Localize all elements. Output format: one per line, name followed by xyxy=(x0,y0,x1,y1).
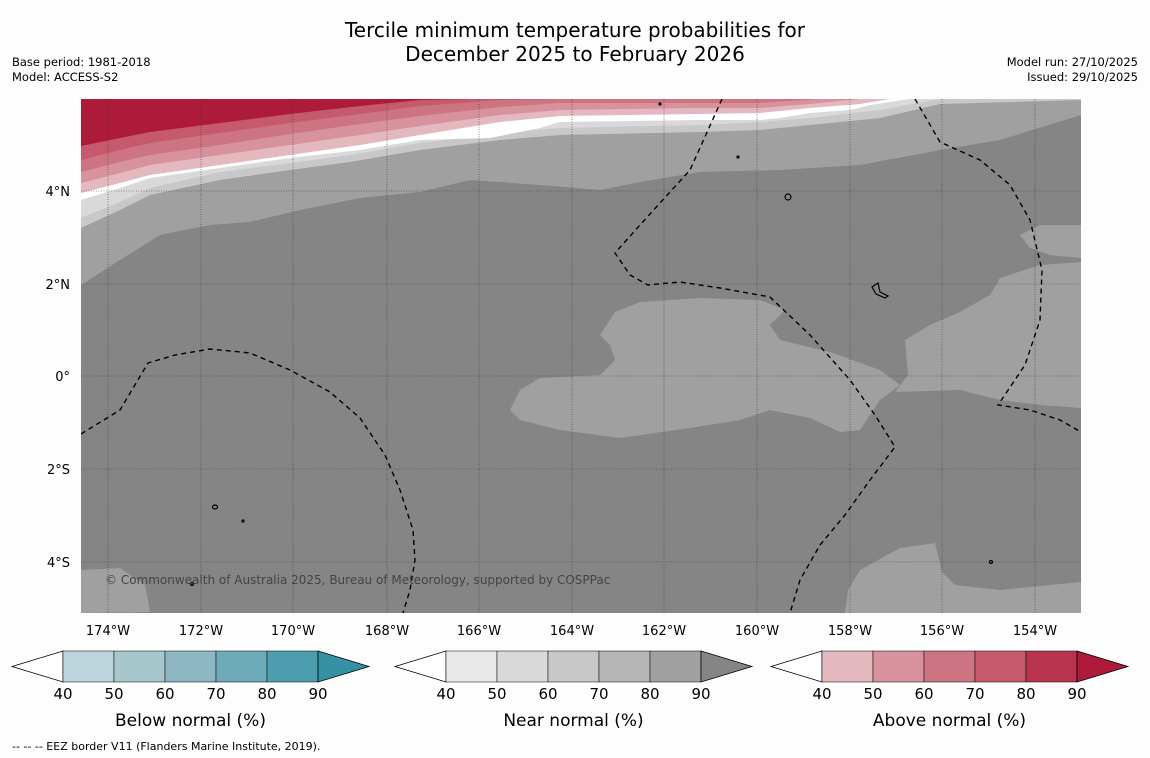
colorbar-segment xyxy=(649,650,702,683)
colorbar-segment xyxy=(598,650,651,683)
lon-label: 162°W xyxy=(642,624,686,639)
colorbar-segment xyxy=(872,650,925,683)
colorbar-segment xyxy=(62,650,115,683)
colorbar-segment xyxy=(164,650,217,683)
colorbar-title: Near normal (%) xyxy=(503,711,643,731)
copyright-text: © Commonwealth of Australia 2025, Bureau… xyxy=(105,573,610,587)
colorbar-segment xyxy=(215,650,268,683)
colorbar-tick-label: 70 xyxy=(589,685,608,703)
lat-axis: 4°N 2°N 0° 2°S 4°S xyxy=(46,185,71,571)
colorbar-left-arrow xyxy=(10,650,64,683)
lat-label: 0° xyxy=(55,370,70,385)
island xyxy=(211,504,219,510)
islands xyxy=(189,102,994,587)
island xyxy=(189,581,195,587)
near-normal-80-region-southeast xyxy=(845,543,1081,613)
island xyxy=(241,519,245,523)
colorbar-tick-label: 40 xyxy=(812,685,831,703)
colorbar-tick-label: 40 xyxy=(53,685,72,703)
colorbar-left-arrow xyxy=(393,650,447,683)
meta-left: Base period: 1981-2018 Model: ACCESS-S2 xyxy=(12,55,151,85)
lon-label: 172°W xyxy=(179,624,223,639)
colorbar-tick-label: 70 xyxy=(206,685,225,703)
eez-border-west xyxy=(81,348,416,613)
colorbar-segment xyxy=(821,650,874,683)
lon-axis: 174°W 172°W 170°W 168°W 166°W 164°W 162°… xyxy=(86,624,1057,639)
eez-borders xyxy=(81,99,1081,613)
colorbars: 40 50 60 70 80 90 Below normal (%) 40 50 60 70 80 90… xyxy=(10,650,1130,731)
eez-border-east xyxy=(914,99,1081,433)
near-normal-80-region-central xyxy=(510,298,900,438)
colorbar-tick-label: 50 xyxy=(863,685,882,703)
base-period: Base period: 1981-2018 xyxy=(12,55,151,69)
colorbar-segment xyxy=(1025,650,1078,683)
colorbar-segment xyxy=(923,650,976,683)
model-run: Model run: 27/10/2025 xyxy=(1006,55,1138,69)
colorbar-left-arrow xyxy=(769,650,823,683)
colorbar-right-arrow xyxy=(700,650,754,683)
colorbar-2: 40 50 60 70 80 90 Above normal (%) xyxy=(769,650,1130,731)
colorbar-tick-label: 60 xyxy=(914,685,933,703)
lon-label: 156°W xyxy=(920,624,964,639)
lon-label: 158°W xyxy=(828,624,872,639)
colorbar-segment xyxy=(266,650,319,683)
title-line-2: December 2025 to February 2026 xyxy=(405,42,745,66)
colorbar-tick-label: 60 xyxy=(538,685,557,703)
colorbar-title: Above normal (%) xyxy=(873,711,1026,731)
above-normal-90-region xyxy=(81,99,470,146)
colorbar-tick-label: 70 xyxy=(965,685,984,703)
issued-date: Issued: 29/10/2025 xyxy=(1027,70,1138,84)
near-normal-80-region-east xyxy=(895,262,1081,408)
island xyxy=(871,282,890,299)
colorbar-1: 40 50 60 70 80 90 Near normal (%) xyxy=(393,650,754,731)
model-name: Model: ACCESS-S2 xyxy=(12,70,119,84)
colorbar-tick-label: 90 xyxy=(691,685,710,703)
lat-label: 4°S xyxy=(47,556,70,571)
colorbar-tick-label: 50 xyxy=(104,685,123,703)
lon-label: 160°W xyxy=(735,624,779,639)
title-line-1: Tercile minimum temperature probabilitie… xyxy=(344,18,806,42)
colorbar-segment xyxy=(113,650,166,683)
graticule xyxy=(81,99,1081,613)
colorbar-segment xyxy=(974,650,1027,683)
colorbar-segment xyxy=(547,650,600,683)
lon-label: 168°W xyxy=(365,624,409,639)
colorbar-right-arrow xyxy=(317,650,371,683)
lon-label: 174°W xyxy=(86,624,130,639)
lat-label: 4°N xyxy=(46,185,71,200)
colorbar-tick-label: 80 xyxy=(640,685,659,703)
eez-footnote: -- -- -- EEZ border V11 (Flanders Marine… xyxy=(12,740,321,753)
lon-label: 164°W xyxy=(550,624,594,639)
colorbar-tick-label: 90 xyxy=(308,685,327,703)
island xyxy=(784,193,792,201)
colorbar-0: 40 50 60 70 80 90 Below normal (%) xyxy=(10,650,371,731)
lat-label: 2°N xyxy=(46,278,71,293)
island xyxy=(736,155,740,159)
island xyxy=(658,102,662,106)
lon-label: 166°W xyxy=(457,624,501,639)
colorbar-tick-label: 40 xyxy=(436,685,455,703)
colorbar-tick-label: 50 xyxy=(487,685,506,703)
colorbar-tick-label: 80 xyxy=(1016,685,1035,703)
lon-label: 154°W xyxy=(1013,624,1057,639)
colorbar-tick-label: 80 xyxy=(257,685,276,703)
island xyxy=(988,559,994,565)
eez-border-central xyxy=(614,99,896,613)
map-area: © Commonwealth of Australia 2025, Bureau… xyxy=(81,99,1081,613)
colorbar-segment xyxy=(445,650,498,683)
colorbar-segment xyxy=(496,650,549,683)
colorbar-title: Below normal (%) xyxy=(115,711,266,731)
colorbar-tick-label: 60 xyxy=(155,685,174,703)
map-title: Tercile minimum temperature probabilitie… xyxy=(0,18,1150,66)
lat-label: 2°S xyxy=(47,463,70,478)
colorbar-tick-label: 90 xyxy=(1067,685,1086,703)
meta-right: Model run: 27/10/2025 Issued: 29/10/2025 xyxy=(1007,55,1138,85)
lon-label: 170°W xyxy=(271,624,315,639)
colorbar-right-arrow xyxy=(1076,650,1130,683)
near-normal-80-region-southwest xyxy=(81,568,150,613)
